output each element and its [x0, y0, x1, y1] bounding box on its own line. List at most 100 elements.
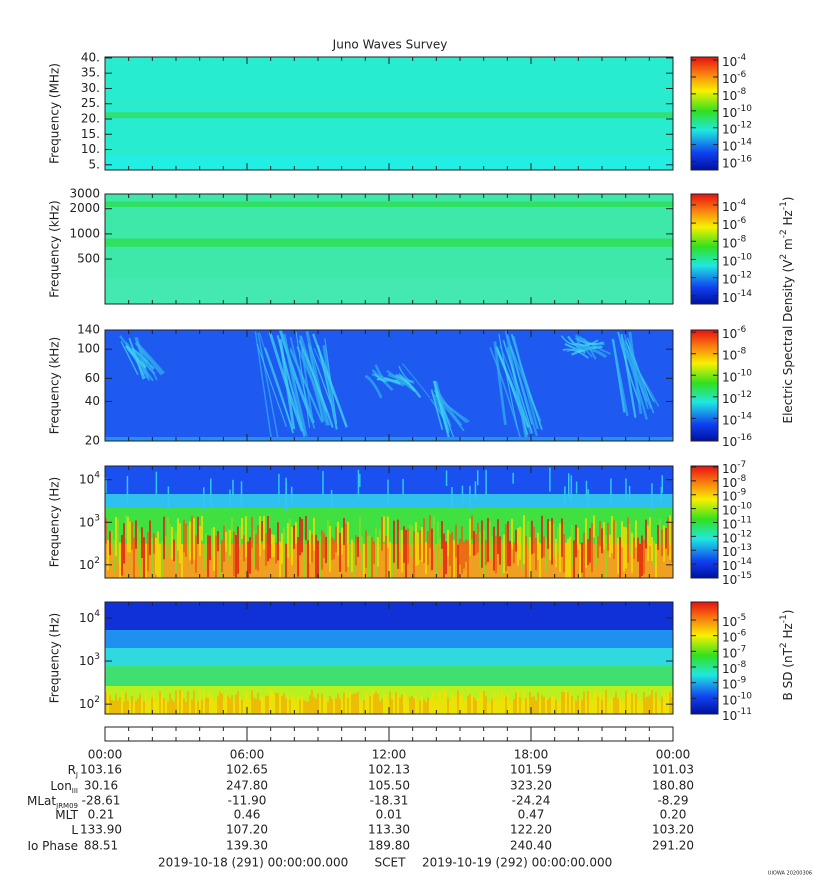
spectrum-strip: [405, 529, 407, 578]
colorbar-tick-label: 10-12: [722, 529, 752, 545]
spectrum-strip: [629, 691, 631, 714]
spectrum-strip: [477, 522, 479, 553]
spectrum-strip: [455, 524, 457, 558]
spectrum-strip: [229, 529, 231, 556]
spectrum-strip: [461, 526, 463, 574]
spectrum-strip: [255, 534, 257, 570]
spectrum-strip: [427, 697, 429, 714]
spectrum-strip: [447, 697, 449, 714]
ephemeris-value: 30.16: [84, 779, 118, 793]
spectrum-strip: [637, 699, 639, 714]
spectrum-strip: [199, 525, 201, 556]
spectrum-strip: [319, 535, 321, 578]
spectrum-strip: [465, 539, 467, 562]
spectrum-strip: [641, 700, 643, 714]
emission-wisp: [562, 348, 589, 359]
spectrum-strip: [307, 701, 309, 714]
spectrum-strip: [143, 537, 145, 578]
spectrum-strip: [251, 517, 253, 548]
spectrum-strip: [443, 690, 445, 714]
spectrum-strip: [267, 516, 269, 562]
spectrum-strip: [283, 527, 285, 577]
colorbar-tick-label-base: 10: [722, 693, 737, 707]
spectrum-strip: [467, 540, 469, 578]
spectrum-strip: [151, 697, 153, 714]
spectrum-spike: [485, 469, 487, 495]
spectrum-strip: [175, 690, 177, 714]
spectrum-strip: [379, 701, 381, 714]
spectrum-strip: [427, 531, 429, 565]
spectrum-strip: [619, 697, 621, 714]
spectrum-strip: [355, 693, 357, 714]
ephemeris-value: 107.20: [226, 823, 268, 837]
spectrum-strip: [627, 517, 629, 563]
spectrum-strip: [425, 701, 427, 714]
ephemeris-value: 101.03: [652, 763, 694, 777]
spectrum-strip: [589, 692, 591, 714]
emission-wisp: [493, 341, 507, 425]
ephemeris-value: 133.90: [80, 823, 122, 837]
spectrum-strip: [671, 696, 673, 714]
spectrum-strip: [231, 695, 233, 714]
spectrum-strip: [141, 527, 143, 558]
spectrum-strip: [625, 527, 627, 569]
spectrum-strip: [287, 695, 289, 714]
spectrum-strip: [437, 691, 439, 714]
spectrum-strip: [349, 692, 351, 714]
y-tick-label: 60: [85, 371, 100, 385]
spectrum-spike: [469, 485, 471, 512]
ephemeris-label-main: Io Phase: [27, 839, 78, 853]
spectrum-strip: [555, 538, 557, 568]
colorbar-tick-label-exp: -15: [737, 571, 752, 581]
spectrum-strip: [473, 697, 475, 714]
spectrum-strip: [145, 543, 147, 578]
spectrum-strip: [263, 516, 265, 550]
colorbar-tick-label-base: 10: [722, 218, 737, 232]
spectrum-strip: [105, 518, 107, 544]
spectrum-strip: [409, 524, 411, 546]
spectrum-strip: [123, 523, 125, 564]
spectrum-strip: [185, 523, 187, 557]
spectrum-strip: [225, 693, 227, 714]
label-sup: 2: [779, 642, 789, 648]
spectrum-strip: [433, 693, 435, 714]
spectrum-strip: [293, 695, 295, 714]
colorbar-tick-label: 10-7: [722, 459, 746, 475]
spectrum-strip: [307, 540, 309, 578]
spectrum-strip: [185, 701, 187, 714]
emission-wisp: [489, 347, 522, 441]
spectrum-strip: [191, 699, 193, 714]
spectrum-strip: [643, 539, 645, 575]
colorbar-tick-label-base: 10: [722, 236, 737, 250]
spectrum-strip: [447, 529, 449, 557]
spectrum-strip: [149, 520, 151, 555]
spectrum-strip: [527, 520, 529, 552]
spectrum-strip: [345, 523, 347, 572]
spectrum-strip: [443, 533, 445, 578]
colorbar-tick-label-exp: -9: [737, 675, 746, 685]
spectrum-strip: [657, 698, 659, 714]
spectrum-strip: [595, 535, 597, 566]
spectrum-strip: [395, 544, 397, 573]
spectrum-strip: [173, 539, 175, 562]
spectrum-strip: [113, 539, 115, 573]
spectrum-strip: [213, 527, 215, 571]
spectrum-strip: [549, 521, 551, 561]
spectrum-strip: [289, 700, 291, 714]
colorbar-tick-label: 10-14: [722, 137, 752, 153]
spectrum-strip: [135, 520, 137, 549]
emission-wisp: [289, 336, 316, 429]
spectrum-strip: [383, 694, 385, 714]
label-sup: -1: [779, 614, 789, 623]
spectrum-strip: [515, 692, 517, 714]
spectrum-strip: [461, 693, 463, 714]
spectrum-strip: [195, 535, 197, 573]
spectrum-strip: [365, 691, 367, 714]
spectrum-strip: [209, 535, 211, 561]
spectrum-strip: [159, 543, 161, 578]
spectrum-strip: [217, 531, 219, 552]
spectrum-strip: [575, 524, 577, 558]
spectrum-spike: [451, 487, 453, 510]
spectrum-strip: [637, 537, 639, 562]
spectrum-strip: [547, 699, 549, 714]
